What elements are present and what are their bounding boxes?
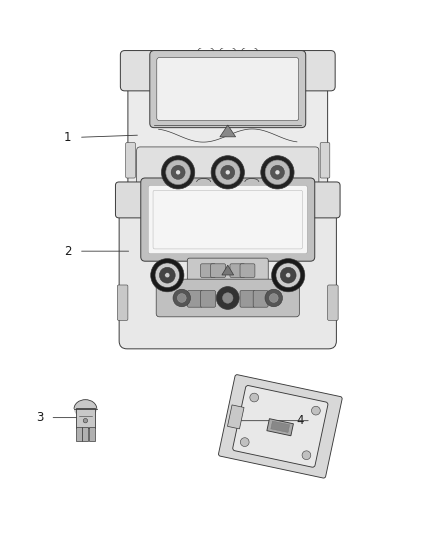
FancyBboxPatch shape (150, 51, 306, 128)
Bar (271, 421, 290, 432)
Circle shape (173, 289, 191, 307)
Circle shape (211, 156, 244, 189)
Text: 1: 1 (64, 131, 72, 144)
Bar (82, 427, 88, 441)
FancyBboxPatch shape (230, 264, 245, 277)
FancyBboxPatch shape (328, 285, 338, 320)
FancyBboxPatch shape (141, 178, 315, 261)
Ellipse shape (74, 400, 97, 418)
Circle shape (250, 393, 258, 402)
Circle shape (216, 287, 239, 309)
Circle shape (159, 268, 175, 283)
FancyBboxPatch shape (253, 290, 268, 307)
FancyBboxPatch shape (116, 182, 340, 218)
Bar (227, 405, 244, 429)
Circle shape (226, 170, 230, 174)
Circle shape (276, 263, 300, 287)
Circle shape (171, 165, 185, 179)
Circle shape (265, 289, 283, 307)
Circle shape (83, 418, 88, 423)
FancyBboxPatch shape (219, 375, 342, 478)
FancyBboxPatch shape (156, 279, 299, 317)
Text: 3: 3 (36, 411, 43, 424)
Polygon shape (222, 265, 234, 275)
Circle shape (302, 451, 311, 459)
Circle shape (176, 170, 180, 174)
Circle shape (272, 259, 305, 292)
Circle shape (165, 272, 170, 278)
FancyBboxPatch shape (157, 58, 299, 120)
Circle shape (270, 165, 284, 179)
Circle shape (265, 160, 290, 184)
Bar (221, 182, 235, 191)
Circle shape (286, 272, 291, 278)
Circle shape (151, 259, 184, 292)
FancyBboxPatch shape (137, 147, 319, 193)
Circle shape (240, 438, 249, 447)
Bar (89, 427, 95, 441)
Circle shape (311, 406, 320, 415)
Circle shape (223, 293, 233, 303)
Bar (197, 182, 211, 191)
FancyBboxPatch shape (148, 185, 307, 254)
Circle shape (155, 263, 180, 287)
FancyBboxPatch shape (201, 290, 215, 307)
Circle shape (215, 160, 240, 184)
FancyBboxPatch shape (201, 264, 215, 277)
FancyBboxPatch shape (128, 55, 328, 202)
Text: 4: 4 (296, 414, 304, 427)
Circle shape (269, 294, 278, 302)
Circle shape (280, 268, 296, 283)
Circle shape (166, 160, 191, 184)
FancyBboxPatch shape (117, 285, 128, 320)
FancyBboxPatch shape (187, 258, 268, 292)
Circle shape (261, 156, 294, 189)
Circle shape (221, 165, 235, 179)
Bar (242, 51, 258, 61)
Text: 2: 2 (64, 245, 72, 257)
Bar (76, 427, 82, 441)
FancyBboxPatch shape (240, 264, 255, 277)
Circle shape (177, 294, 186, 302)
Bar (267, 419, 293, 436)
Circle shape (275, 170, 279, 174)
FancyBboxPatch shape (120, 51, 335, 91)
Bar (198, 51, 214, 61)
FancyBboxPatch shape (320, 142, 330, 178)
Polygon shape (220, 125, 236, 137)
Bar (245, 182, 259, 191)
FancyBboxPatch shape (187, 290, 202, 307)
Bar (220, 51, 236, 61)
Circle shape (162, 156, 195, 189)
FancyBboxPatch shape (211, 264, 226, 277)
FancyBboxPatch shape (240, 290, 255, 307)
Bar (76, 408, 95, 427)
FancyBboxPatch shape (233, 385, 328, 467)
FancyBboxPatch shape (126, 142, 135, 178)
FancyBboxPatch shape (119, 184, 336, 349)
